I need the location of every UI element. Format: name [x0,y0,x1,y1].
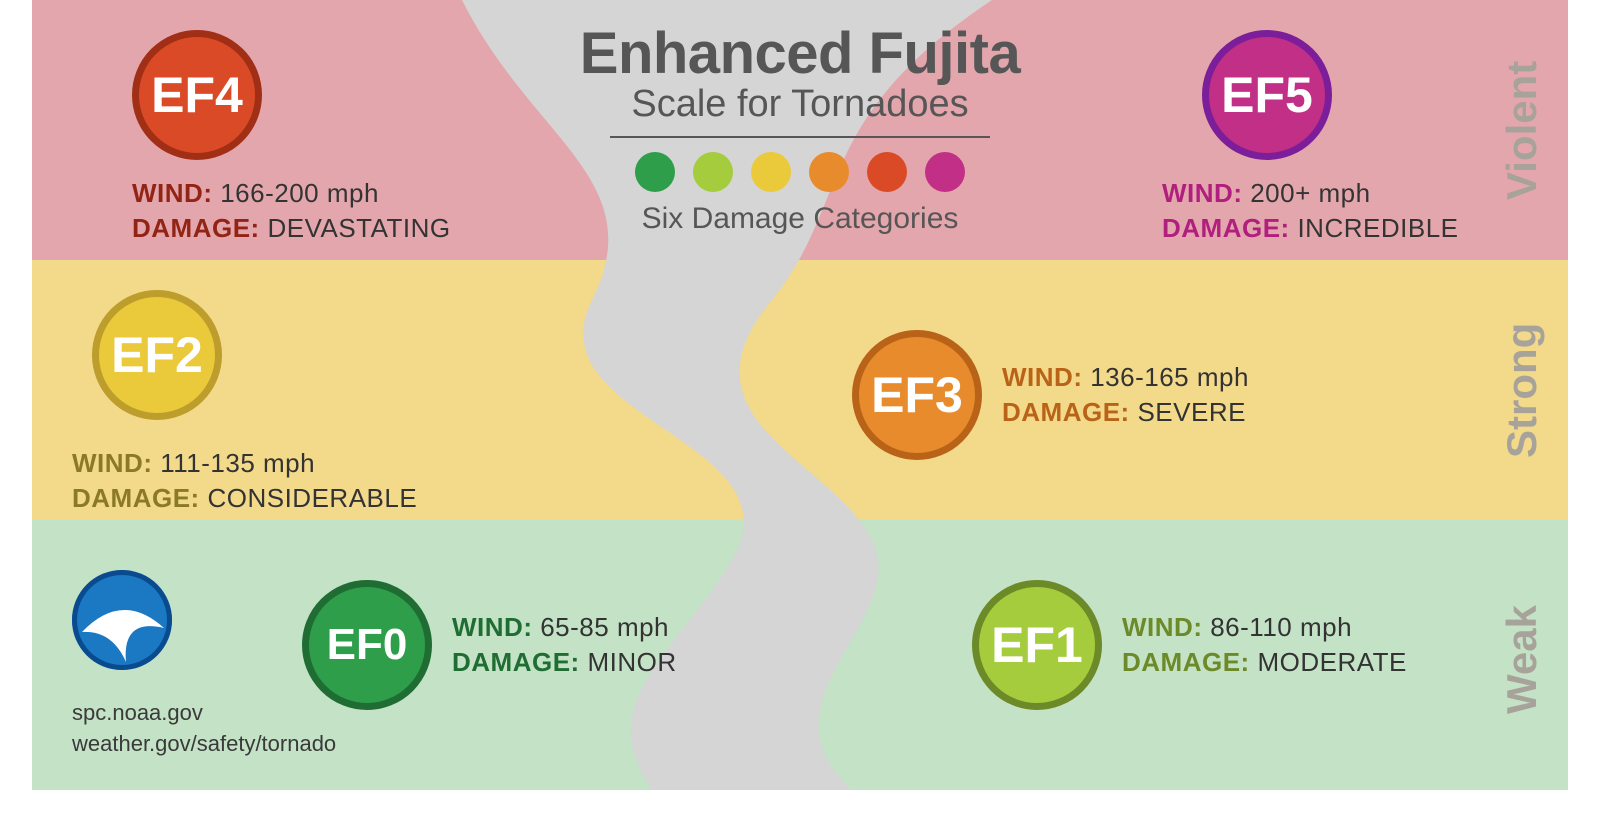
damage-value-ef4: DEVASTATING [267,213,450,243]
damage-label: DAMAGE: [132,213,260,243]
badge-ef3: EF3 [852,330,982,460]
cluster-ef4: EF4 WIND: 166-200 mph DAMAGE: DEVASTATING [132,30,451,246]
badge-ef2: EF2 [92,290,222,420]
wind-value-ef1: 86-110 mph [1210,612,1352,642]
badge-ef5: EF5 [1202,30,1332,160]
category-dot-5 [925,152,965,192]
category-dot-4 [867,152,907,192]
badge-ef4: EF4 [132,30,262,160]
wind-label: WIND: [1002,362,1082,392]
damage-value-ef5: INCREDIBLE [1297,213,1458,243]
category-dot-2 [751,152,791,192]
infographic-stage: Enhanced Fujita Scale for Tornadoes Six … [32,0,1568,790]
cluster-ef0: EF0 WIND: 65-85 mph DAMAGE: MINOR [302,580,677,710]
footer-link-1: spc.noaa.gov [72,698,336,729]
category-dot-0 [635,152,675,192]
wind-label: WIND: [1122,612,1202,642]
damage-label: DAMAGE: [452,647,580,677]
cluster-ef1: EF1 WIND: 86-110 mph DAMAGE: MODERATE [972,580,1407,710]
wind-label: WIND: [1162,178,1242,208]
noaa-logo [72,570,172,670]
damage-label: DAMAGE: [1162,213,1290,243]
vlabel-strong: Strong [1498,280,1558,500]
wind-value-ef4: 166-200 mph [220,178,379,208]
damage-value-ef0: MINOR [587,647,676,677]
info-ef1: WIND: 86-110 mph DAMAGE: MODERATE [1122,610,1407,680]
footer-links: spc.noaa.gov weather.gov/safety/tornado [72,698,336,760]
info-ef5: WIND: 200+ mph DAMAGE: INCREDIBLE [1162,176,1459,246]
wind-value-ef0: 65-85 mph [540,612,669,642]
info-ef0: WIND: 65-85 mph DAMAGE: MINOR [452,610,677,680]
info-ef4: WIND: 166-200 mph DAMAGE: DEVASTATING [132,176,451,246]
vlabel-violent: Violent [1498,20,1558,240]
footer-link-2: weather.gov/safety/tornado [72,729,336,760]
wind-label: WIND: [72,448,152,478]
damage-label: DAMAGE: [1002,397,1130,427]
info-ef2: WIND: 111-135 mph DAMAGE: CONSIDERABLE [72,446,417,516]
wind-label: WIND: [132,178,212,208]
category-dot-1 [693,152,733,192]
damage-label: DAMAGE: [72,483,200,513]
damage-value-ef2: CONSIDERABLE [207,483,417,513]
wind-label: WIND: [452,612,532,642]
cluster-ef3: EF3 WIND: 136-165 mph DAMAGE: SEVERE [852,330,1249,460]
damage-value-ef1: MODERATE [1257,647,1406,677]
wind-value-ef5: 200+ mph [1250,178,1370,208]
damage-label: DAMAGE: [1122,647,1250,677]
vlabel-weak: Weak [1498,550,1558,770]
cluster-ef5: EF5WIND: 200+ mphDAMAGE: INCREDIBLE [1202,30,1499,246]
badge-ef1: EF1 [972,580,1102,710]
category-dot-3 [809,152,849,192]
info-ef3: WIND: 136-165 mph DAMAGE: SEVERE [1002,360,1249,430]
wind-value-ef2: 111-135 mph [160,448,315,478]
cluster-ef2: EF2WIND: 111-135 mphDAMAGE: CONSIDERABLE [92,290,437,506]
badge-ef0: EF0 [302,580,432,710]
damage-value-ef3: SEVERE [1137,397,1246,427]
noaa-logo-icon [72,570,172,670]
wind-value-ef3: 136-165 mph [1090,362,1249,392]
title-rule [610,136,990,138]
